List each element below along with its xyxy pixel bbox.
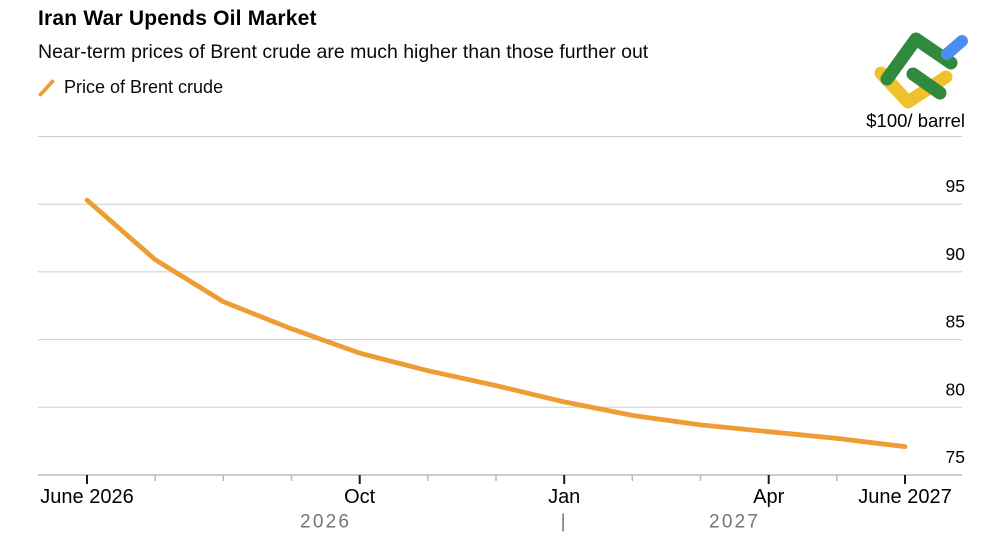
x-year-label: 2026 [300, 512, 351, 533]
logo-green-chevron [880, 32, 958, 100]
y-tick-label: 90 [946, 244, 966, 264]
x-tick-label: Oct [344, 486, 376, 508]
y-tick-label: 85 [946, 312, 965, 332]
chart-title: Iran War Upends Oil Market [38, 7, 317, 30]
y-tick-label: 80 [946, 379, 966, 399]
legend: Price of Brent crude [38, 77, 223, 98]
x-tick-label: June 2027 [858, 486, 951, 508]
x-tick-label: Apr [753, 486, 784, 508]
legend-line-marker-icon [38, 79, 55, 96]
litefinance-logo-icon [874, 32, 968, 109]
x-year-label: | [561, 512, 568, 533]
price-line [84, 197, 908, 450]
y-tick-label: 75 [946, 447, 965, 467]
y-tick-label: 95 [946, 176, 965, 196]
x-year-label: 2027 [709, 512, 760, 533]
logo-blue-segment [941, 35, 968, 60]
chart-subtitle: Near-term prices of Brent crude are much… [38, 41, 649, 63]
legend-label: Price of Brent crude [64, 77, 224, 97]
x-tick-label: June 2026 [40, 486, 133, 508]
x-tick-label: Jan [548, 486, 580, 508]
y-axis-unit-label: $100/ barrel [866, 110, 965, 131]
